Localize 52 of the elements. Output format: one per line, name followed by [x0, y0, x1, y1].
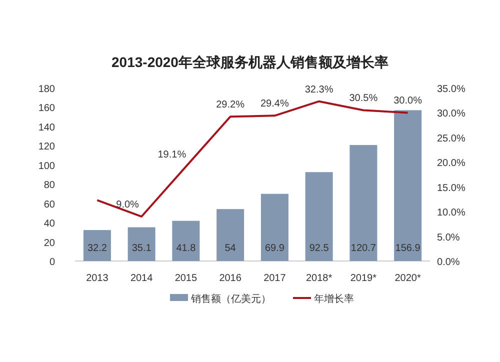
data-label: 120.7	[350, 243, 376, 254]
y-tick-label: 60	[44, 199, 56, 210]
bar	[305, 172, 333, 261]
y2-tick-label: 35.0%	[437, 84, 466, 95]
data-label: 54	[224, 243, 236, 254]
y-tick-label: 80	[44, 180, 56, 192]
x-tick-label: 2017	[264, 273, 286, 284]
bar	[350, 144, 378, 261]
legend-label: 销售额（亿美元）	[190, 293, 271, 305]
bar	[394, 110, 422, 261]
x-tick-label: 2015	[174, 273, 198, 284]
data-label: 32.2	[87, 243, 108, 254]
chart-title: 2013-2020年全球服务机器人销售额及增长率	[112, 54, 388, 70]
data-label: 92.5	[309, 243, 330, 254]
x-tick-label: 2013	[86, 273, 109, 284]
y-tick-label: 0	[49, 257, 56, 268]
y-tick-label: 180	[38, 84, 56, 95]
legend-label: 年增长率	[314, 293, 354, 305]
y2-tick-label: 0.0%	[437, 257, 460, 268]
y2-tick-label: 5.0%	[437, 232, 460, 244]
bar	[128, 227, 156, 261]
data-label: 35.1	[132, 243, 152, 254]
data-label: 30.0%	[394, 96, 422, 107]
x-tick-label: 2014	[130, 273, 154, 284]
data-label: 19.1%	[158, 150, 186, 161]
y-tick-label: 120	[38, 142, 56, 153]
y2-tick-label: 10.0%	[437, 208, 466, 219]
data-label: 29.4%	[260, 98, 289, 110]
data-label: 69.9	[264, 243, 285, 254]
y-tick-label: 20	[44, 238, 56, 249]
data-label: 32.3%	[304, 84, 334, 96]
x-tick-label: 2019*	[350, 273, 377, 284]
x-tick-label: 2018*	[306, 273, 332, 284]
bar	[172, 220, 200, 261]
y-tick-label: 160	[38, 103, 56, 114]
bar	[216, 209, 244, 261]
x-tick-label: 2016	[219, 273, 242, 284]
y2-tick-label: 15.0%	[437, 182, 466, 194]
y2-tick-label: 25.0%	[437, 133, 466, 144]
y-tick-label: 100	[38, 160, 56, 172]
data-label: 9.0%	[116, 200, 140, 211]
data-label: 29.2%	[216, 100, 245, 111]
data-label: 30.5%	[349, 93, 378, 104]
x-tick-label: 2020*	[394, 273, 421, 284]
data-label: 41.8	[176, 243, 196, 254]
bar	[260, 194, 288, 261]
y2-tick-label: 30.0%	[437, 108, 466, 120]
y2-tick-label: 20.0%	[437, 158, 466, 170]
data-label: 156.9	[395, 243, 421, 254]
y-tick-label: 40	[44, 218, 56, 230]
bar	[83, 230, 111, 261]
y-tick-label: 140	[38, 122, 56, 134]
